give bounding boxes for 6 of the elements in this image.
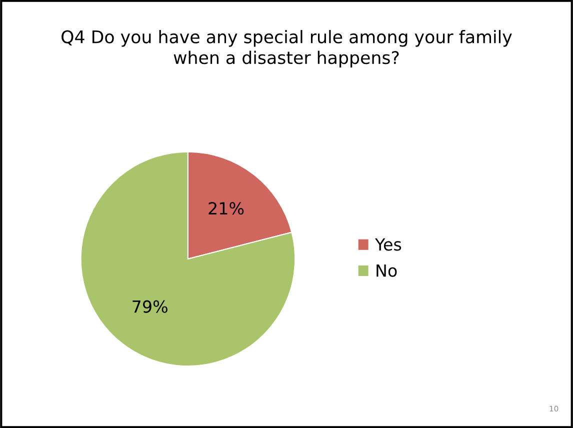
chart-title: Q4 Do you have any special rule among your family when a disaster happens? [62,30,512,68]
legend-label: Yes [374,238,402,251]
pie-slice [80,151,296,367]
data-label: 79% [132,300,168,313]
data-label: 21% [208,202,244,215]
legend-label: No [376,264,397,277]
